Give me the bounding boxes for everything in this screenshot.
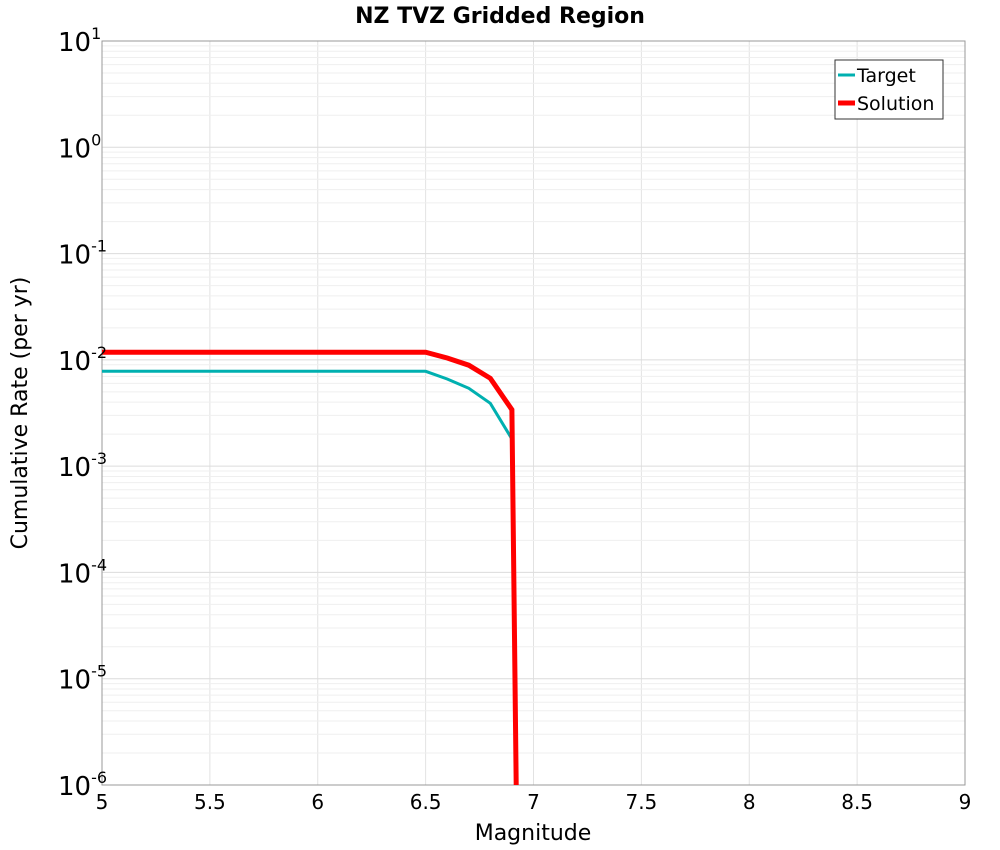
legend-box [834,59,944,120]
y-tick-label: 10-6 [58,768,107,802]
x-tick-label: 6.5 [410,790,442,814]
legend: Target Solution [834,59,944,120]
y-tick-label: 100 [58,130,101,164]
legend-label-solution: Solution [857,93,934,115]
x-tick-label: 5.5 [194,790,226,814]
y-tick-label: 101 [58,24,101,58]
x-tick-label: 8 [743,790,756,814]
x-tick-label: 7 [527,790,540,814]
y-tick-label: 10-4 [58,555,107,589]
plot-frame [101,40,966,786]
x-axis-label: Magnitude [475,821,592,846]
chart-title: NZ TVZ Gridded Region [355,4,645,29]
y-tick-label: 10-5 [58,662,107,696]
tick-labels: 5 5.5 6 6.5 7 7.5 8 8.5 9 10-6 10-5 10-4 10-3 10-2 10-… [58,24,971,814]
x-tick-label: 9 [959,790,972,814]
y-tick-label: 10-3 [58,449,107,483]
x-tick-label: 8.5 [841,790,873,814]
y-tick-label: 10-2 [58,343,107,377]
x-tick-label: 6 [311,790,324,814]
series-line-solution [102,349,519,786]
y-tick-label: 10-1 [58,237,107,271]
legend-label-target: Target [856,65,916,87]
series-line-target [102,369,514,440]
series-layer [102,349,519,786]
x-tick-label: 7.5 [625,790,657,814]
x-tick-label: 5 [96,790,109,814]
grid [101,41,966,786]
y-axis-label: Cumulative Rate (per yr) [8,277,33,550]
